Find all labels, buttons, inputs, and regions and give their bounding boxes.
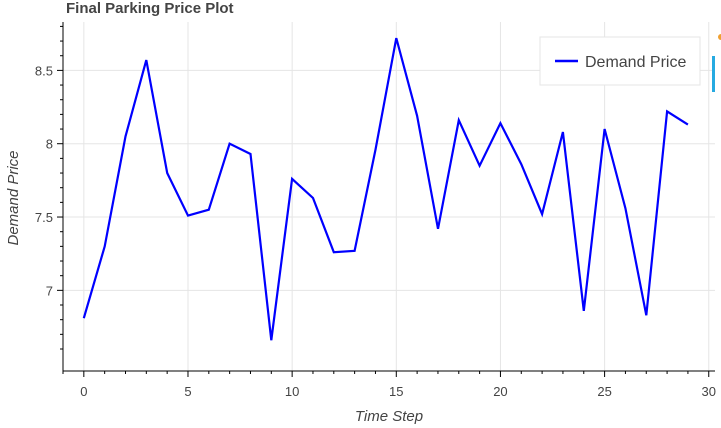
- y-axis-label: Demand Price: [5, 150, 22, 245]
- axes: 0 5 10 15 20 25 30 7 7.5 8 8.5: [35, 22, 716, 399]
- y-tick-label: 8: [46, 137, 53, 152]
- y-tick-label: 7.5: [35, 210, 53, 225]
- x-axis-label: Time Step: [355, 408, 423, 425]
- x-tick-label: 25: [597, 384, 611, 399]
- y-tick-label: 8.5: [35, 63, 53, 78]
- x-tick-label: 15: [389, 384, 403, 399]
- toolbar-active-tool-icon[interactable]: [712, 56, 715, 92]
- series-line-demand-price: [82, 37, 689, 341]
- x-tick-label: 30: [702, 384, 716, 399]
- legend-label: Demand Price: [585, 54, 686, 71]
- series-layer: [82, 37, 689, 341]
- legend: Demand Price: [539, 36, 701, 86]
- x-tick-label: 10: [285, 384, 299, 399]
- y-tick-label: 7: [46, 283, 53, 298]
- x-tick-label: 0: [80, 384, 87, 399]
- toolbar-logo-icon[interactable]: [718, 34, 721, 40]
- x-tick-label: 5: [184, 384, 191, 399]
- x-tick-label: 20: [493, 384, 507, 399]
- chart-title: Final Parking Price Plot: [66, 0, 234, 17]
